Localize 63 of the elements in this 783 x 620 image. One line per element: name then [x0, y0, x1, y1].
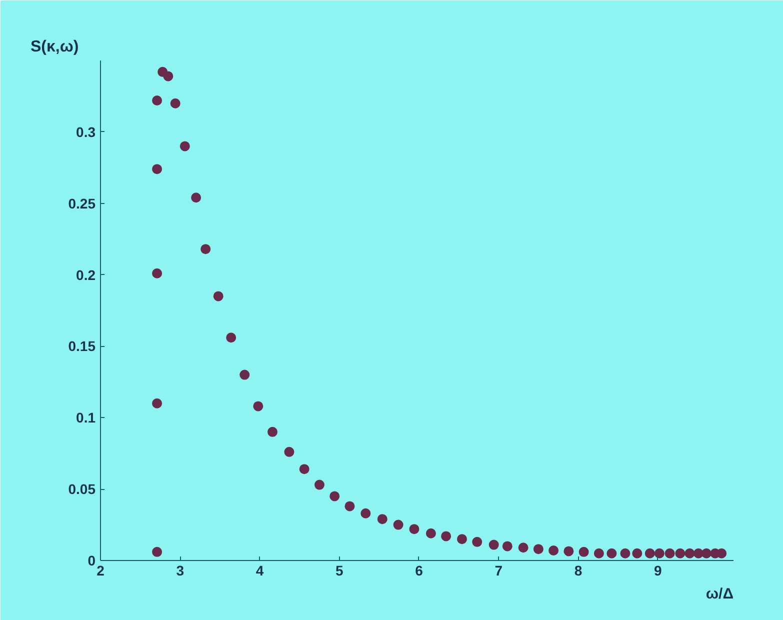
x-axis-title: ω/Δ — [706, 586, 734, 602]
point — [393, 520, 404, 530]
point — [548, 546, 559, 556]
point — [533, 544, 544, 554]
point — [170, 98, 180, 108]
point — [426, 528, 436, 538]
point — [664, 548, 675, 558]
point — [213, 291, 224, 302]
point — [654, 548, 664, 558]
point — [152, 398, 162, 408]
x-tick-label: 8 — [574, 562, 582, 578]
point — [253, 401, 264, 412]
point — [488, 540, 499, 550]
point — [152, 164, 162, 174]
y-tick-label: 0 — [88, 552, 96, 568]
point — [191, 192, 202, 203]
point — [240, 370, 250, 380]
x-tick-label: 3 — [176, 562, 184, 578]
y-tick-label: 0.05 — [68, 481, 96, 498]
point — [716, 548, 727, 558]
point — [578, 546, 589, 557]
point — [564, 546, 574, 556]
x-tick-label: 4 — [256, 562, 264, 578]
point — [377, 514, 388, 524]
point — [409, 524, 420, 534]
y-tick-label: 0.1 — [76, 410, 96, 426]
point — [330, 491, 340, 502]
y-tick-label: 0.25 — [68, 195, 96, 212]
point — [284, 446, 294, 457]
point — [180, 141, 190, 152]
y-axis-title: S(κ,ω) — [30, 38, 79, 56]
x-tick-label: 6 — [415, 562, 424, 578]
point — [684, 548, 695, 558]
point — [620, 548, 630, 558]
point — [456, 534, 467, 544]
x-tick-label: 9 — [654, 562, 662, 578]
point — [606, 548, 617, 558]
y-tick-label: 0.2 — [76, 266, 96, 283]
point — [267, 426, 278, 437]
point — [518, 542, 528, 553]
point — [299, 464, 310, 474]
point — [344, 501, 355, 512]
y-tick-label: 0.15 — [68, 338, 96, 354]
point — [314, 480, 324, 490]
point — [701, 548, 712, 558]
point — [360, 508, 371, 518]
point — [502, 541, 512, 552]
point — [472, 536, 482, 547]
point — [163, 71, 174, 82]
x-tick-label: 7 — [494, 562, 503, 578]
point — [644, 548, 655, 558]
point — [152, 546, 162, 557]
point — [152, 268, 162, 278]
point — [152, 96, 162, 106]
x-tick-label: 5 — [335, 562, 344, 578]
point — [200, 244, 211, 254]
point — [441, 531, 452, 542]
point — [632, 548, 642, 558]
point — [226, 332, 236, 343]
point — [594, 548, 604, 558]
point — [675, 548, 686, 558]
y-tick-label: 0.3 — [76, 124, 96, 140]
x-tick-label: 2 — [96, 562, 105, 578]
